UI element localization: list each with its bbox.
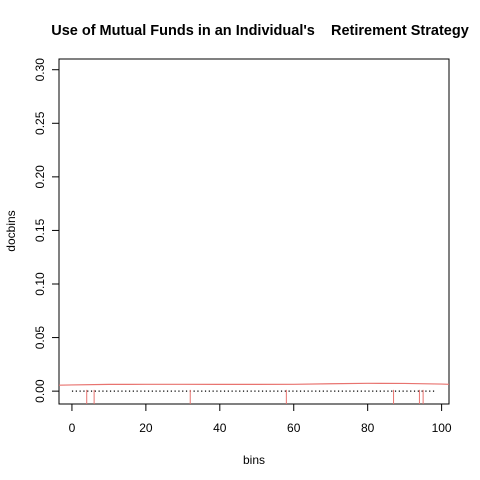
y-axis-label: docbins — [4, 210, 18, 251]
x-tick-label-2: 40 — [213, 421, 227, 435]
y-tick-label-5: 0.25 — [33, 111, 47, 135]
x-axis-ticks: 0 20 40 60 80 100 — [69, 404, 452, 435]
y-tick-label-3: 0.15 — [33, 218, 47, 242]
y-tick-label-6: 0.30 — [33, 58, 47, 82]
x-tick-label-0: 0 — [69, 421, 76, 435]
chart-title: Use of Mutual Funds in an Individual's R… — [51, 23, 469, 39]
x-tick-label-1: 20 — [139, 421, 153, 435]
y-axis-ticks: 0.00 0.05 0.10 0.15 0.20 0.25 0.30 — [33, 58, 59, 403]
plot-frame — [58, 58, 450, 405]
x-tick-label-5: 100 — [432, 421, 452, 435]
series-layer — [59, 382, 449, 392]
y-tick-label-1: 0.05 — [33, 326, 47, 350]
rug-layer — [86, 389, 424, 404]
x-tick-label-4: 80 — [361, 421, 375, 435]
density-curve-1 — [59, 382, 449, 386]
y-tick-label-0: 0.00 — [33, 379, 47, 403]
y-tick-label-4: 0.20 — [33, 165, 47, 189]
x-tick-label-3: 60 — [287, 421, 301, 435]
y-tick-label-2: 0.10 — [33, 272, 47, 296]
x-axis-label: bins — [243, 453, 265, 467]
